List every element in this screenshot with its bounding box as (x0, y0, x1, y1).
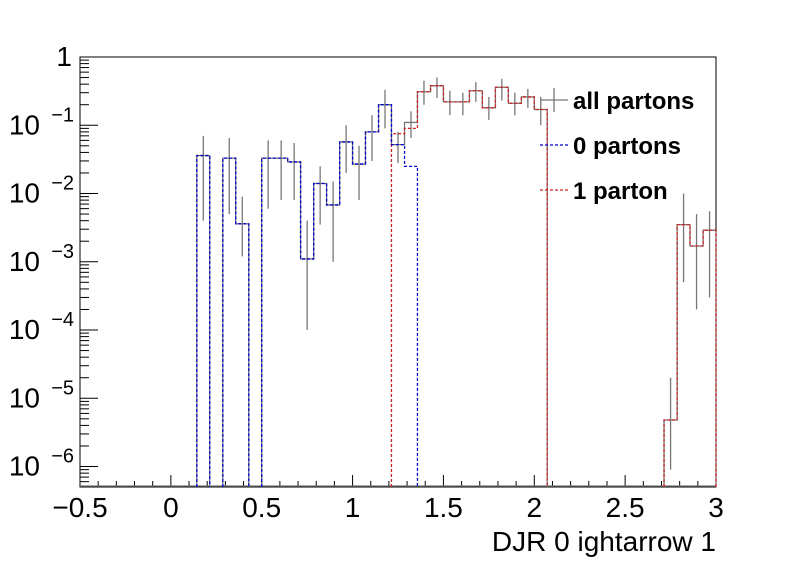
legend-entry: all partons (540, 88, 694, 115)
x-tick-label: −0.5 (52, 492, 107, 523)
y-tick-label: −5 10 (9, 377, 74, 413)
legend-label: 0 partons (573, 133, 681, 160)
series-layer (80, 77, 717, 487)
series-0-partons-line (196, 104, 419, 487)
legend-label: all partons (573, 88, 694, 115)
y-tick-label-exponent: −5 (51, 377, 74, 399)
y-tick-label-base: 10 (9, 451, 40, 482)
legend-entry: 0 partons (540, 133, 681, 160)
y-tick-label: −2 10 (9, 173, 74, 209)
x-axis-title: DJR 0 ightarrow 1 (492, 526, 716, 557)
y-tick-label-exponent: −2 (51, 173, 74, 195)
x-tick-label: 3 (708, 492, 724, 523)
y-tick-label-base: 10 (9, 314, 40, 345)
series-1-parton-line (390, 85, 717, 487)
y-tick-label-exponent: −3 (51, 241, 74, 263)
y-tick-label-base: 10 (9, 109, 40, 140)
x-tick-label: 1 (345, 492, 361, 523)
y-tick-label: 1 (56, 41, 72, 72)
y-tick-label: −1 10 (9, 104, 74, 140)
ticks-layer: −0.5 0 0.5 1 1.5 2 2.5 31−110−210−310−410−510−6… (9, 41, 724, 523)
y-tick-label-base: 10 (9, 246, 40, 277)
legend: all partons 0 partons 1 parton (540, 88, 694, 205)
x-tick-label: 0.5 (242, 492, 281, 523)
x-tick-label: 2.5 (606, 492, 645, 523)
legend-entry: 1 parton (540, 178, 668, 205)
y-tick-label-exponent: −4 (51, 309, 74, 331)
legend-label: 1 parton (573, 178, 668, 205)
x-tick-label: 2 (526, 492, 542, 523)
y-tick-label: −3 10 (9, 241, 74, 277)
y-tick-label-exponent: −1 (51, 104, 74, 126)
plot-frame (79, 56, 717, 488)
y-tick-label-exponent: −6 (51, 446, 74, 468)
x-tick-label: 0 (163, 492, 179, 523)
y-tick-label-base: 10 (9, 178, 40, 209)
y-tick-label: −4 10 (9, 309, 74, 345)
y-tick-label-base: 10 (9, 382, 40, 413)
x-tick-label: 1.5 (424, 492, 463, 523)
y-tick-label: −6 10 (9, 446, 74, 482)
